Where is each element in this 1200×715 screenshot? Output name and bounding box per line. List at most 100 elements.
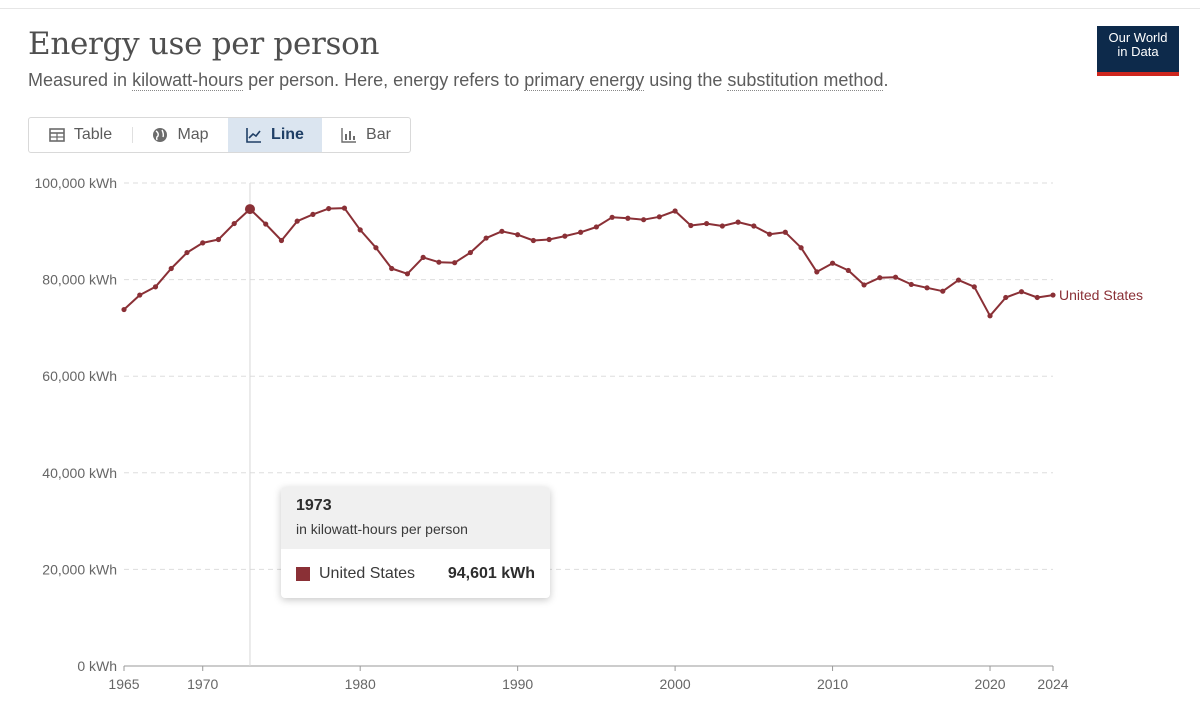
y-tick-label: 20,000 kWh	[42, 561, 117, 577]
tab-line[interactable]: Line	[228, 118, 322, 152]
data-point	[499, 228, 505, 234]
tab-label: Line	[271, 126, 304, 143]
chart-title: Energy use per person	[28, 26, 380, 62]
tab-map[interactable]: Map	[133, 118, 228, 152]
data-point	[1050, 292, 1056, 298]
data-point	[829, 260, 836, 266]
kilowatt-hours-link[interactable]: kilowatt-hours	[132, 70, 244, 91]
data-point	[1034, 294, 1040, 301]
tab-label: Map	[177, 126, 209, 143]
data-point	[782, 229, 788, 235]
data-point	[467, 249, 474, 256]
data-point	[357, 227, 363, 233]
data-point	[625, 215, 631, 221]
logo-line2: in Data	[1117, 44, 1159, 59]
x-tick-label: 2020	[974, 676, 1005, 692]
data-point	[908, 281, 914, 288]
data-point	[971, 284, 977, 290]
data-point	[530, 237, 536, 244]
data-point	[593, 224, 599, 230]
data-point	[877, 275, 883, 281]
chart-tabs: Table Map Line Bar	[28, 117, 411, 153]
data-point	[278, 237, 285, 244]
chart-subtitle: Measured in kilowatt-hours per person. H…	[28, 70, 888, 91]
x-tick-label: 1970	[187, 676, 218, 692]
data-point	[404, 271, 411, 277]
data-point	[751, 223, 757, 229]
tooltip-row: United States 94,601 kWh	[281, 549, 550, 598]
logo-line1: Our World	[1108, 30, 1168, 45]
data-point	[955, 277, 962, 283]
data-point	[137, 292, 143, 298]
y-tick-label: 80,000 kWh	[42, 272, 117, 288]
subtitle-text: per person. Here, energy refers to	[243, 70, 525, 90]
data-point	[121, 306, 127, 313]
y-tick-label: 40,000 kWh	[42, 465, 117, 481]
data-point	[688, 222, 694, 229]
data-point	[672, 208, 678, 214]
data-point	[656, 214, 662, 220]
x-tick-label: 2024	[1037, 676, 1068, 692]
data-point	[326, 205, 332, 212]
data-point	[184, 249, 190, 256]
primary-energy-link[interactable]: primary energy	[524, 70, 645, 91]
data-point	[341, 205, 348, 211]
data-point	[766, 231, 773, 237]
tab-table[interactable]: Table	[29, 118, 132, 152]
subtitle-text: using the	[644, 70, 728, 90]
series-swatch	[296, 566, 310, 581]
data-point	[152, 284, 159, 290]
chart-tooltip: 1973 in kilowatt-hours per person United…	[281, 487, 550, 598]
top-border	[0, 0, 1200, 9]
tooltip-header: 1973 in kilowatt-hours per person	[281, 487, 550, 549]
data-point	[845, 267, 851, 274]
owid-logo[interactable]: Our World in Data	[1097, 26, 1179, 76]
data-point	[924, 285, 930, 291]
data-point	[215, 236, 222, 243]
table-icon	[49, 128, 65, 142]
tooltip-entity: United States	[319, 564, 416, 582]
data-point	[389, 265, 395, 272]
x-tick-label: 1980	[345, 676, 376, 692]
data-point	[641, 217, 647, 223]
data-point	[263, 221, 269, 227]
tab-label: Table	[73, 126, 113, 143]
tab-bar[interactable]: Bar	[322, 118, 410, 152]
tooltip-year: 1973	[296, 497, 332, 514]
x-tick-label: 1965	[108, 676, 139, 692]
subtitle-text: .	[883, 70, 889, 90]
data-point	[814, 269, 820, 275]
data-point	[1018, 289, 1025, 295]
tab-label: Bar	[366, 126, 391, 143]
tooltip-value: 94,601 kWh	[447, 564, 535, 582]
data-point	[200, 240, 206, 246]
data-point	[168, 265, 174, 272]
data-point	[231, 220, 237, 227]
data-point	[578, 229, 584, 235]
data-point	[310, 211, 316, 217]
data-point	[940, 288, 946, 294]
data-point	[546, 236, 552, 243]
logo-accent-bar	[1097, 72, 1179, 76]
substitution-method-link[interactable]: substitution method	[727, 70, 884, 91]
data-point	[987, 313, 993, 319]
data-point	[1003, 294, 1009, 301]
data-point	[483, 235, 489, 241]
data-point	[436, 259, 442, 265]
line-chart-icon	[246, 128, 262, 143]
y-tick-label: 0 kWh	[77, 658, 117, 674]
tooltip-unit: in kilowatt-hours per person	[296, 521, 468, 537]
x-tick-label: 1990	[502, 676, 533, 692]
y-tick-label: 100,000 kWh	[35, 175, 118, 191]
data-point	[861, 282, 867, 288]
highlighted-data-point	[244, 204, 255, 215]
data-point	[892, 274, 899, 280]
subtitle-text: Measured in	[28, 70, 133, 90]
series-label: United States	[1059, 287, 1143, 303]
data-point	[798, 245, 804, 251]
y-tick-label: 60,000 kWh	[42, 368, 117, 384]
x-tick-label: 2000	[660, 676, 691, 692]
data-point	[452, 260, 458, 266]
data-point	[515, 232, 521, 238]
